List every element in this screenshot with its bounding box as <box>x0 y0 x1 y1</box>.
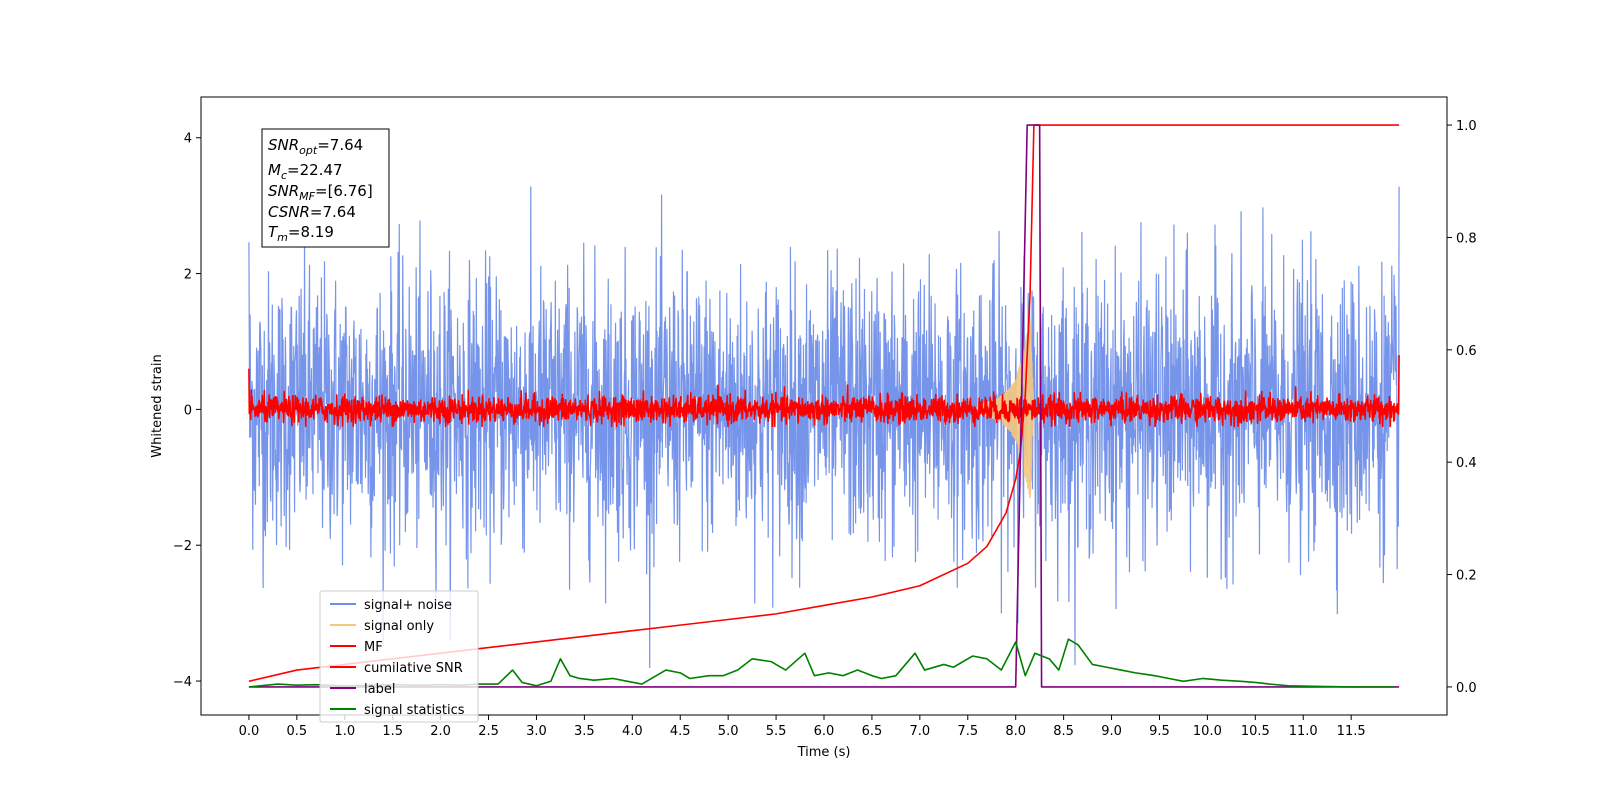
legend-label-mf: MF <box>364 640 383 655</box>
x-axis: 0.0 0.5 1.0 1.5 2.0 2.5 3.0 3.5 4.0 4.5 5.0 5.5 6.0 6… <box>239 715 1366 739</box>
x-tick-label: 7.5 <box>957 724 978 739</box>
series-signal-statistics <box>248 638 1395 688</box>
y-axis-left: −4 −2 0 2 4 <box>173 132 201 690</box>
x-axis-label: Time (s) <box>797 745 851 760</box>
series-label <box>248 124 1400 688</box>
y2-tick-label: 0.8 <box>1456 231 1477 246</box>
x-tick-label: 2.5 <box>478 724 499 739</box>
y-tick-label: −2 <box>173 539 192 554</box>
x-tick-label: 6.5 <box>862 724 883 739</box>
stats-box-frame <box>261 128 390 248</box>
legend-frame <box>319 590 479 723</box>
y2-tick-label: 1.0 <box>1456 119 1477 134</box>
stats-csnr: CSNR=7.64 <box>268 203 356 221</box>
legend-label-label: label <box>364 682 395 697</box>
y-tick-label: −4 <box>173 675 192 690</box>
y-axis-label: Whitened strain <box>150 354 165 457</box>
y2-tick-label: 0.0 <box>1456 681 1477 696</box>
x-tick-label: 9.0 <box>1101 724 1122 739</box>
stats-snr-opt: SNRopt=7.64 <box>268 136 363 157</box>
series-signal-noise <box>248 186 1400 669</box>
x-tick-label: 5.5 <box>766 724 787 739</box>
x-tick-label: 11.0 <box>1289 724 1318 739</box>
stats-box: SNRopt=7.64 Mc=22.47 SNRMF=[6.76] CSNR=7… <box>261 128 390 248</box>
x-tick-label: 5.0 <box>718 724 739 739</box>
stats-merger-time: Tm=8.19 <box>268 223 334 244</box>
y2-tick-label: 0.6 <box>1456 344 1477 359</box>
legend-label-signal-only: signal only <box>364 619 434 634</box>
x-tick-label: 2.0 <box>430 724 451 739</box>
legend: signal+ noise signal only MF cumilative … <box>319 590 479 723</box>
legend-label-cumulative-snr: cumilative SNR <box>364 661 463 676</box>
x-tick-label: 8.0 <box>1005 724 1026 739</box>
y2-tick-label: 0.4 <box>1456 456 1477 471</box>
stats-snr-mf: SNRMF=[6.76] <box>268 182 373 203</box>
x-tick-label: 1.0 <box>334 724 355 739</box>
legend-label-signal-statistics: signal statistics <box>364 703 465 718</box>
x-tick-label: 11.5 <box>1337 724 1366 739</box>
y-tick-label: 2 <box>184 268 192 283</box>
x-tick-label: 7.0 <box>910 724 931 739</box>
x-tick-label: 9.5 <box>1149 724 1170 739</box>
series-mf <box>248 355 1400 428</box>
stats-chirp-mass: Mc=22.47 <box>268 161 343 182</box>
y2-tick-label: 0.2 <box>1456 569 1477 584</box>
x-tick-label: 6.0 <box>814 724 835 739</box>
x-tick-label: 10.5 <box>1241 724 1270 739</box>
x-tick-label: 1.5 <box>382 724 403 739</box>
y-axis-right: 0.0 0.2 0.4 0.6 0.8 1.0 <box>1447 119 1477 696</box>
legend-label-signal-noise: signal+ noise <box>364 598 452 613</box>
x-tick-label: 8.5 <box>1053 724 1074 739</box>
x-tick-label: 3.0 <box>526 724 547 739</box>
y-tick-label: 4 <box>184 132 192 147</box>
x-tick-label: 4.5 <box>670 724 691 739</box>
x-tick-label: 0.5 <box>287 724 308 739</box>
x-tick-label: 0.0 <box>239 724 260 739</box>
x-tick-label: 4.0 <box>622 724 643 739</box>
y-tick-label: 0 <box>184 403 192 418</box>
x-tick-label: 10.0 <box>1193 724 1222 739</box>
x-tick-label: 3.5 <box>574 724 595 739</box>
